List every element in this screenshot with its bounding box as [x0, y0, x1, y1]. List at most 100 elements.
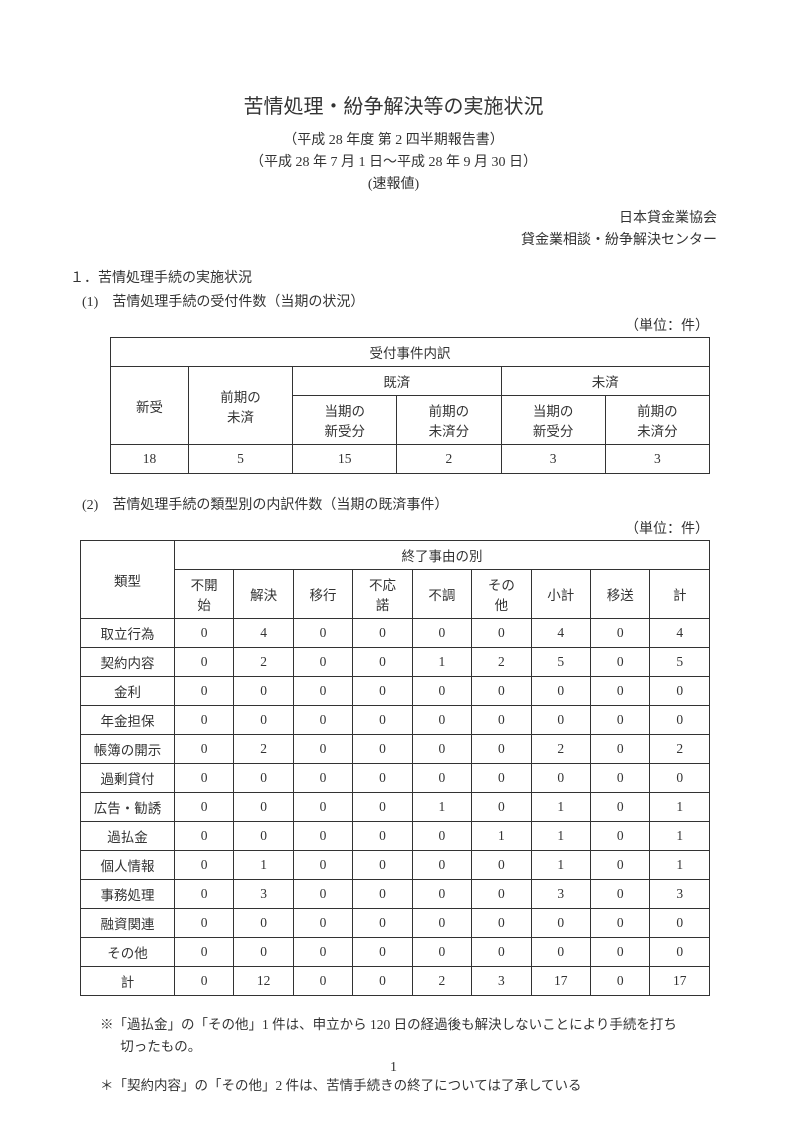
table-row: 事務処理030000303 [81, 880, 710, 909]
table2-cell: 1 [650, 793, 710, 822]
table2-cell: 2 [650, 735, 710, 764]
table2-cell: 0 [353, 735, 412, 764]
table2-cell: 0 [531, 938, 590, 967]
table2-cell: 0 [293, 735, 352, 764]
table2-cell: 0 [353, 706, 412, 735]
table2-cell: 0 [590, 938, 649, 967]
table2-cell: 0 [472, 793, 531, 822]
table2-cell: 0 [590, 735, 649, 764]
table-row: 計012002317017 [81, 967, 710, 996]
table2-cell: 0 [353, 619, 412, 648]
table1-sub-current-new-1: 当期の新受分 [293, 396, 397, 445]
table2-cell: 0 [650, 909, 710, 938]
table2-cell: 0 [234, 793, 293, 822]
table2-cell: 0 [650, 764, 710, 793]
table2-cell: 0 [234, 764, 293, 793]
table2-cell: 5 [531, 648, 590, 677]
table2-cell: 0 [174, 764, 233, 793]
table2-row-label: 帳簿の開示 [81, 735, 175, 764]
table2-cell: 3 [531, 880, 590, 909]
table2-cell: 0 [293, 619, 352, 648]
table2-cell: 0 [293, 851, 352, 880]
table2-cell: 0 [472, 880, 531, 909]
table2-col-header: 解決 [234, 570, 293, 619]
unit-label-2: （単位：件） [70, 518, 709, 538]
table1-cell: 18 [111, 445, 189, 474]
table2-cell: 0 [590, 677, 649, 706]
table-row: 広告・勧誘000010101 [81, 793, 710, 822]
table2-cell: 0 [234, 938, 293, 967]
table2-cell: 0 [472, 909, 531, 938]
table2-cell: 2 [412, 967, 471, 996]
table2-cell: 12 [234, 967, 293, 996]
table2-cell: 0 [174, 793, 233, 822]
table2-cell: 0 [531, 677, 590, 706]
table2-row-label: 金利 [81, 677, 175, 706]
table2-cell: 1 [472, 822, 531, 851]
table2-cell: 0 [650, 938, 710, 967]
subsection-2-heading: (2) 苦情処理手続の類型別の内訳件数（当期の既済事件） [82, 494, 717, 514]
table1-cell: 15 [293, 445, 397, 474]
table1-cell: 2 [397, 445, 501, 474]
table2-cell: 1 [531, 793, 590, 822]
table2-cell: 0 [590, 967, 649, 996]
table2-cell: 0 [353, 822, 412, 851]
table1-col-new: 新受 [111, 367, 189, 445]
page-number: 1 [0, 1060, 787, 1076]
table2-cell: 2 [234, 648, 293, 677]
table2-row-label: 広告・勧誘 [81, 793, 175, 822]
table2-cell: 17 [531, 967, 590, 996]
table2-cell: 0 [590, 851, 649, 880]
table-row: 個人情報010000101 [81, 851, 710, 880]
table2-cell: 0 [412, 706, 471, 735]
table1-col-unfinished: 未済 [501, 367, 709, 396]
table2-row-label: 事務処理 [81, 880, 175, 909]
table2-cell: 0 [353, 851, 412, 880]
page-title: 苦情処理・紛争解決等の実施状況 [70, 90, 717, 119]
table2-row-label: 個人情報 [81, 851, 175, 880]
table2-cell: 0 [472, 851, 531, 880]
table2-row-label: 計 [81, 967, 175, 996]
table2-cell: 2 [234, 735, 293, 764]
table2-cell: 0 [174, 880, 233, 909]
table-row: 過払金000001101 [81, 822, 710, 851]
subtitle-report: （平成 28 年度 第 2 四半期報告書） [70, 129, 717, 149]
table2-cell: 0 [590, 909, 649, 938]
table2-col-header: 小計 [531, 570, 590, 619]
table2-cell: 0 [174, 735, 233, 764]
table2-cell: 4 [650, 619, 710, 648]
table2-cell: 0 [531, 909, 590, 938]
table2-cell: 0 [234, 677, 293, 706]
subsection-1-heading: (1) 苦情処理手続の受付件数（当期の状況） [82, 291, 717, 311]
table1-col-finished: 既済 [293, 367, 501, 396]
footnote-1: ※「過払金」の「その他」1 件は、申立から 120 日の経過後も解決しないことに… [100, 1014, 687, 1057]
table2-cell: 0 [353, 677, 412, 706]
table2-cell: 0 [472, 706, 531, 735]
table2-cell: 0 [412, 880, 471, 909]
table1-col-prev-unfinished: 前期の未済 [188, 367, 292, 445]
table1-header-top: 受付事件内訳 [111, 338, 710, 367]
table2-col-type: 類型 [81, 541, 175, 619]
table-row: 取立行為040000404 [81, 619, 710, 648]
table2-cell: 17 [650, 967, 710, 996]
org-name-2: 貸金業相談・紛争解決センター [70, 229, 717, 249]
table2-cell: 0 [234, 909, 293, 938]
table-row: 金利000000000 [81, 677, 710, 706]
table2-cell: 0 [353, 793, 412, 822]
table2-cell: 0 [174, 706, 233, 735]
table2-cell: 0 [472, 677, 531, 706]
table2-cell: 0 [174, 677, 233, 706]
table2-cell: 0 [590, 764, 649, 793]
table2-cell: 0 [531, 764, 590, 793]
table2-cell: 3 [234, 880, 293, 909]
table2-col-header: 移行 [293, 570, 352, 619]
org-name-1: 日本貸金業協会 [70, 207, 717, 227]
table2-cell: 0 [650, 706, 710, 735]
table2-cell: 4 [234, 619, 293, 648]
table1-cell: 3 [501, 445, 605, 474]
table2-cell: 0 [472, 619, 531, 648]
table2-cell: 0 [531, 706, 590, 735]
table2-row-label: 過払金 [81, 822, 175, 851]
table2-col-header: 計 [650, 570, 710, 619]
table2-cell: 1 [412, 793, 471, 822]
